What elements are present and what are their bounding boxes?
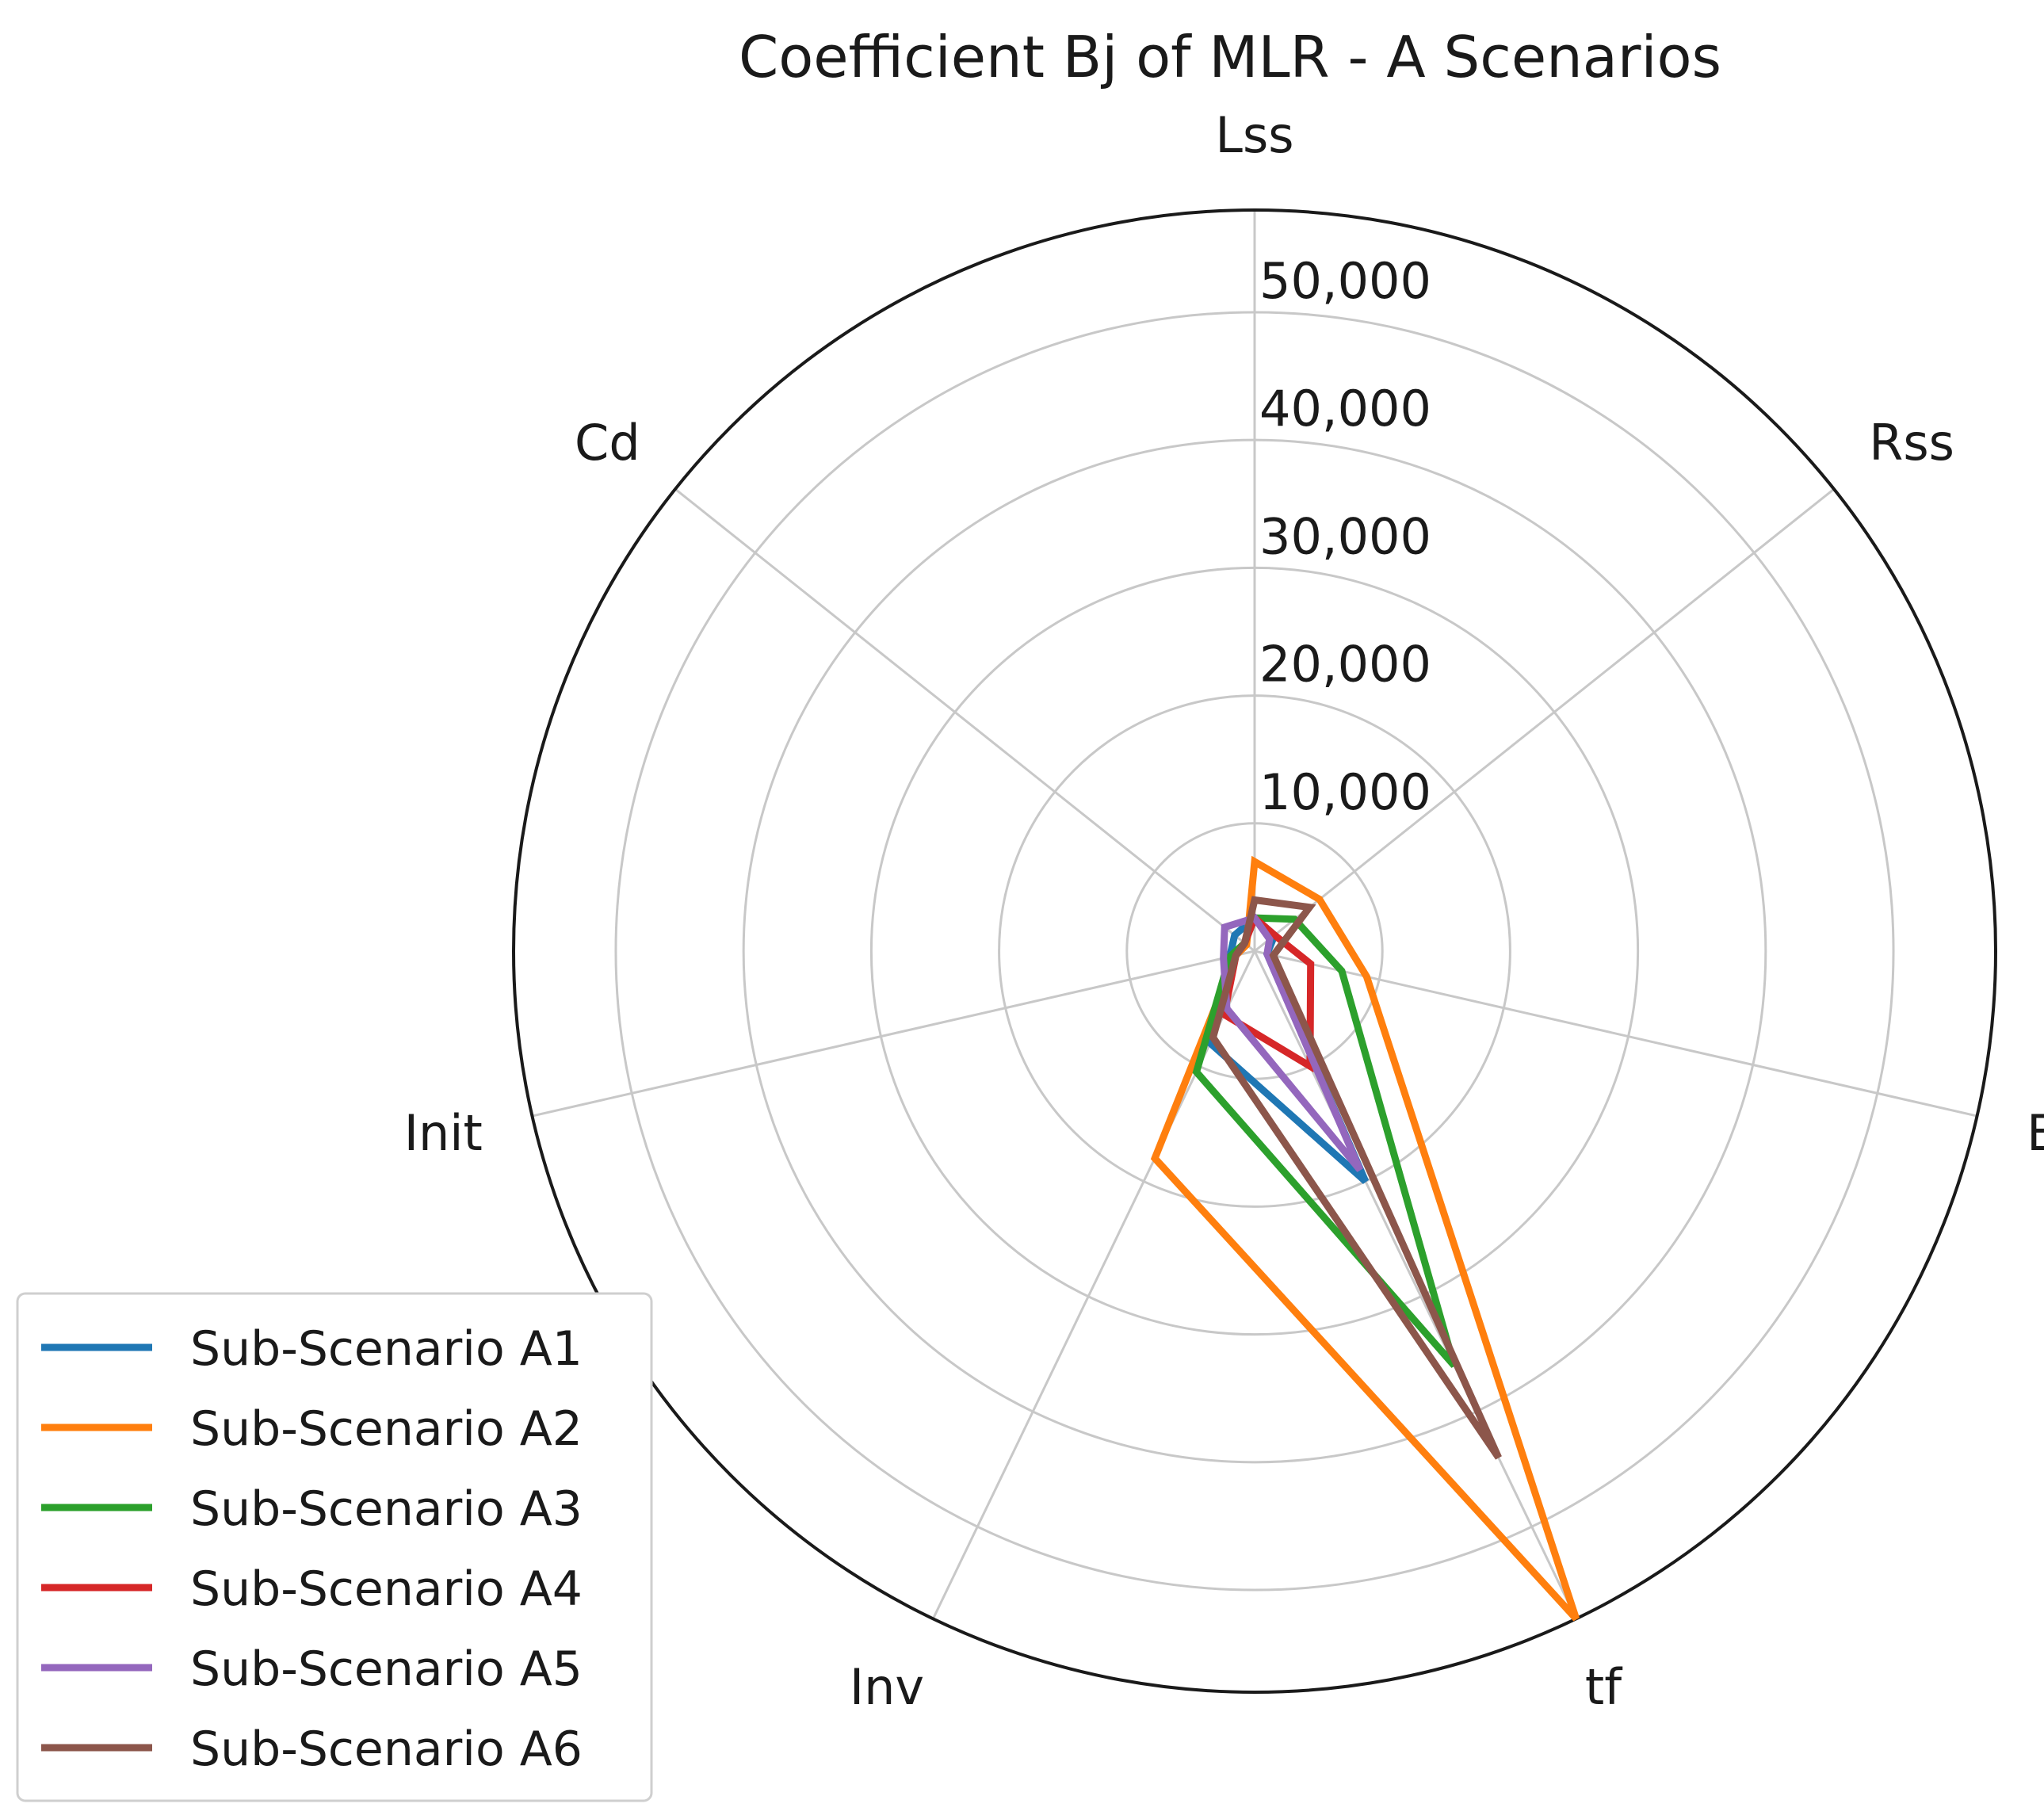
- radial-tick-label: 10,000: [1259, 763, 1431, 821]
- axis-label-rss: Rss: [1869, 414, 1954, 472]
- radial-tick-label: 40,000: [1259, 380, 1431, 438]
- chart-title: Coefficient Bj of MLR - A Scenarios: [739, 24, 1721, 90]
- axis-label-cd: Cd: [575, 414, 640, 472]
- spoke-inv: [931, 950, 1256, 1620]
- grid: [512, 208, 1997, 1694]
- series-lines: [1150, 855, 1580, 1622]
- legend-entry-a6: Sub-Scenario A6: [190, 1722, 583, 1777]
- spoke-tf: [1253, 950, 1578, 1620]
- series-line-a5: [1220, 913, 1364, 1172]
- axis-label-inv: Inv: [850, 1658, 924, 1716]
- axis-labels: Lss Rss Btf Inv Init Cd: [404, 106, 2044, 1716]
- legend-entry-a2: Sub-Scenario A2: [190, 1401, 583, 1457]
- axis-label-tf: tf: [1585, 1658, 1623, 1716]
- radial-tick-label: 50,000: [1259, 252, 1431, 310]
- legend-entry-a3: Sub-Scenario A3: [190, 1481, 583, 1537]
- axis-label-init: Init: [404, 1104, 483, 1162]
- legend-box: [16, 1292, 653, 1802]
- outer-frame: [512, 208, 1997, 1694]
- series-line-a2: [1150, 855, 1580, 1622]
- legend-entry-a1: Sub-Scenario A1: [190, 1321, 583, 1377]
- spoke-b: [1254, 950, 1977, 1118]
- legend-entry-a4: Sub-Scenario A4: [190, 1561, 583, 1617]
- axis-label-lss: Lss: [1215, 106, 1293, 164]
- radial-tick-label: 30,000: [1259, 507, 1431, 565]
- series-line-a6: [1209, 896, 1502, 1460]
- radial-tick-label: 20,000: [1259, 636, 1431, 694]
- axis-label-b: B: [2027, 1104, 2044, 1162]
- spoke-init: [532, 950, 1255, 1118]
- spoke-rss: [1254, 487, 1835, 953]
- legend: Sub-Scenario A1 Sub-Scenario A2 Sub-Scenar…: [16, 1292, 653, 1802]
- spoke-cd: [674, 487, 1255, 953]
- radial-tick-labels: 10,000 20,000 30,000 40,000 50,000: [1259, 252, 1431, 821]
- legend-entry-a5: Sub-Scenario A5: [190, 1641, 583, 1697]
